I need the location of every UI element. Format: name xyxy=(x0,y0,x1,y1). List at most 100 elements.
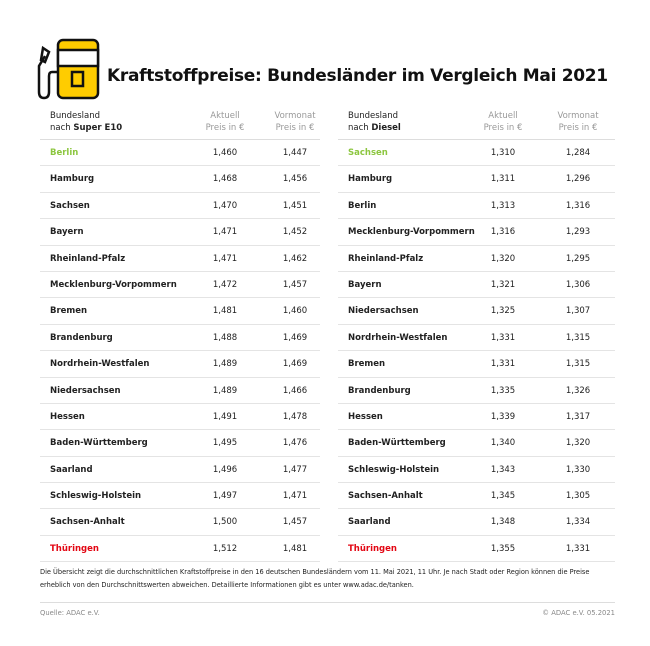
current-price: 1,470 xyxy=(212,200,238,211)
current-price: 1,497 xyxy=(212,491,238,502)
previous-month-price: 1,330 xyxy=(565,464,591,475)
state-name: Hessen xyxy=(348,411,383,422)
column-header-vormonat: Vormonat Preis in € xyxy=(260,110,330,134)
table-row: Hamburg 1,468 1,456 xyxy=(40,166,320,193)
state-name: Thüringen xyxy=(348,543,397,554)
current-price: 1,481 xyxy=(212,306,238,317)
state-name: Berlin xyxy=(50,148,79,158)
column-header-bundesland: Bundesland nach Diesel xyxy=(348,110,401,134)
current-price: 1,316 xyxy=(490,227,516,238)
state-name: Niedersachsen xyxy=(50,385,121,396)
previous-month-price: 1,469 xyxy=(282,332,308,343)
state-name: Nordrhein-Westfalen xyxy=(50,359,150,370)
previous-month-price: 1,469 xyxy=(282,359,308,370)
current-price: 1,491 xyxy=(212,411,238,422)
table-row: Bremen 1,331 1,315 xyxy=(338,351,615,378)
current-price: 1,321 xyxy=(490,279,516,290)
table-header: Bundesland nach Diesel Aktuell Preis in € … xyxy=(338,108,615,140)
current-price: 1,500 xyxy=(212,517,238,528)
state-name: Schleswig-Holstein xyxy=(348,464,440,475)
table-row: Hamburg 1,311 1,296 xyxy=(338,166,615,193)
current-price: 1,460 xyxy=(212,148,238,158)
table-row: Hessen 1,339 1,317 xyxy=(338,404,615,431)
table-row: Rheinland-Pfalz 1,320 1,295 xyxy=(338,246,615,272)
table-row: Schleswig-Holstein 1,343 1,330 xyxy=(338,457,615,484)
column-header-vormonat: Vormonat Preis in € xyxy=(543,110,613,134)
header-label: Bundesland xyxy=(50,111,101,121)
previous-month-price: 1,477 xyxy=(282,464,308,475)
table-row: Nordrhein-Westfalen 1,489 1,469 xyxy=(40,351,320,378)
table-row: Hessen 1,491 1,478 xyxy=(40,404,320,431)
table-row: Brandenburg 1,488 1,469 xyxy=(40,325,320,352)
current-price: 1,325 xyxy=(490,306,516,317)
state-name: Sachsen xyxy=(50,200,90,211)
table-row: Sachsen 1,470 1,451 xyxy=(40,193,320,220)
header-unit: Preis in € xyxy=(483,123,523,133)
divider xyxy=(40,602,615,603)
header-label: nach xyxy=(50,123,74,133)
previous-month-price: 1,306 xyxy=(565,279,591,290)
current-price: 1,471 xyxy=(212,253,238,264)
state-name: Schleswig-Holstein xyxy=(50,491,142,502)
current-price: 1,512 xyxy=(212,543,238,554)
previous-month-price: 1,476 xyxy=(282,438,308,449)
table-row: Saarland 1,348 1,334 xyxy=(338,509,615,536)
table-row: Baden-Württemberg 1,340 1,320 xyxy=(338,430,615,457)
current-price: 1,348 xyxy=(490,517,516,528)
column-header-aktuell: Aktuell Preis in € xyxy=(468,110,538,134)
current-price: 1,355 xyxy=(490,543,516,554)
header-label: nach xyxy=(348,123,372,133)
current-price: 1,471 xyxy=(212,227,238,238)
previous-month-price: 1,457 xyxy=(282,517,308,528)
table-row: Thüringen 1,355 1,331 xyxy=(338,536,615,563)
previous-month-price: 1,316 xyxy=(565,200,591,211)
current-price: 1,331 xyxy=(490,332,516,343)
current-price: 1,496 xyxy=(212,464,238,475)
state-name: Bayern xyxy=(50,227,84,238)
current-price: 1,472 xyxy=(212,279,238,290)
table-row: Sachsen-Anhalt 1,345 1,305 xyxy=(338,483,615,510)
state-name: Hessen xyxy=(50,411,85,422)
state-name: Baden-Württemberg xyxy=(348,438,446,449)
previous-month-price: 1,293 xyxy=(565,227,591,238)
previous-month-price: 1,295 xyxy=(565,253,591,264)
state-name: Bremen xyxy=(348,359,386,370)
header-unit: Preis in € xyxy=(558,123,598,133)
table-row: Bremen 1,481 1,460 xyxy=(40,298,320,325)
state-name: Saarland xyxy=(348,517,391,528)
header-label: Vormonat xyxy=(274,111,316,121)
previous-month-price: 1,478 xyxy=(282,411,308,422)
header-unit: Preis in € xyxy=(275,123,315,133)
previous-month-price: 1,305 xyxy=(565,491,591,502)
state-name: Rheinland-Pfalz xyxy=(50,253,126,264)
state-name: Thüringen xyxy=(50,543,99,554)
state-name: Nordrhein-Westfalen xyxy=(348,332,448,343)
state-name: Mecklenburg-Vorpommern xyxy=(348,227,475,238)
header-label: Bundesland xyxy=(348,111,399,121)
previous-month-price: 1,462 xyxy=(282,253,308,264)
current-price: 1,313 xyxy=(490,200,516,211)
state-name: Brandenburg xyxy=(50,332,113,343)
table-row: Berlin 1,313 1,316 xyxy=(338,193,615,220)
footnote: Die Übersicht zeigt die durchschnittlich… xyxy=(40,568,590,589)
table-row: Niedersachsen 1,489 1,466 xyxy=(40,378,320,404)
state-name: Mecklenburg-Vorpommern xyxy=(50,279,177,290)
table-row: Berlin 1,460 1,447 xyxy=(40,140,320,167)
previous-month-price: 1,460 xyxy=(282,306,308,317)
current-price: 1,340 xyxy=(490,438,516,449)
state-name: Hamburg xyxy=(348,174,393,185)
current-price: 1,488 xyxy=(212,332,238,343)
fuel-pump-icon xyxy=(37,38,100,100)
table-row: Saarland 1,496 1,477 xyxy=(40,457,320,484)
table-super-e10: Bundesland nach Super E10 Aktuell Preis in… xyxy=(40,108,320,563)
previous-month-price: 1,315 xyxy=(565,332,591,343)
table-row: Mecklenburg-Vorpommern 1,472 1,457 xyxy=(40,272,320,299)
previous-month-price: 1,334 xyxy=(565,517,591,528)
table-row: Bayern 1,321 1,306 xyxy=(338,272,615,299)
state-name: Sachsen-Anhalt xyxy=(50,517,125,528)
current-price: 1,468 xyxy=(212,174,238,185)
table-row: Niedersachsen 1,325 1,307 xyxy=(338,298,615,325)
table-header: Bundesland nach Super E10 Aktuell Preis in… xyxy=(40,108,320,140)
state-name: Bayern xyxy=(348,279,382,290)
